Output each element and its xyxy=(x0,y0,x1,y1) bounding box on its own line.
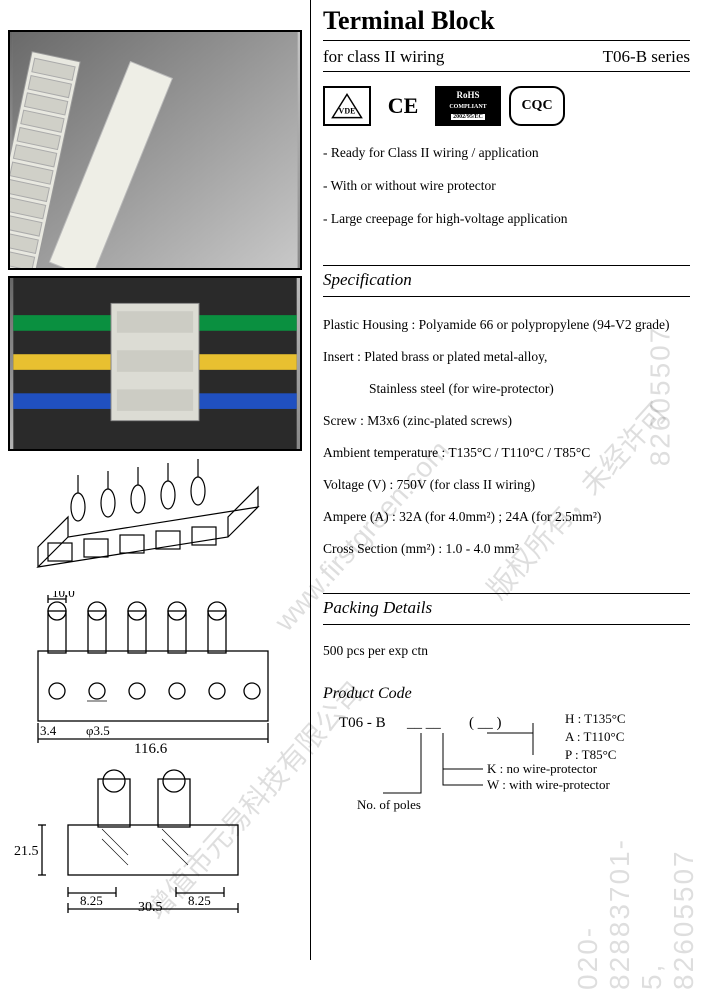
svg-text:VDE: VDE xyxy=(339,106,356,115)
svg-text:( __ ): ( __ ) xyxy=(469,715,502,731)
dim-825b: 8.25 xyxy=(188,893,211,908)
subtitle-left: for class II wiring xyxy=(323,47,444,67)
side-drawing: 21.5 8.25 8.25 30.5 xyxy=(8,765,302,915)
spec-housing: Plastic Housing : Polyamide 66 or polypr… xyxy=(323,317,690,333)
dim-305: 30.5 xyxy=(138,900,163,915)
pcode-h: H : T135°C xyxy=(565,711,626,726)
spec-heading: Specification xyxy=(323,265,690,297)
product-photo-1 xyxy=(8,30,302,270)
pcode-k: K : no wire-protector xyxy=(487,761,598,776)
dim-10: 10.0 xyxy=(52,591,75,600)
pcode-p: P : T85°C xyxy=(565,747,616,762)
subtitle-right: T06-B series xyxy=(603,47,690,67)
pcode-nopoles: No. of poles xyxy=(357,797,421,812)
bullet-3: - Large creepage for high-voltage applic… xyxy=(323,210,690,229)
dim-1166: 116.6 xyxy=(134,741,168,757)
bullet-1: - Ready for Class II wiring / applicatio… xyxy=(323,144,690,163)
packing-qty: 500 pcs per exp ctn xyxy=(323,643,690,659)
bullet-2: - With or without wire protector xyxy=(323,177,690,196)
cqc-logo: CQC xyxy=(509,86,565,126)
pcode-a: A : T110°C xyxy=(565,729,624,744)
spec-list: Plastic Housing : Polyamide 66 or polypr… xyxy=(323,317,690,557)
dim-825a: 8.25 xyxy=(80,893,103,908)
svg-text:__ __: __ __ xyxy=(406,715,441,731)
product-code: Product Code T06 - B __ __ ( __ ) xyxy=(323,685,690,823)
right-column: Terminal Block for class II wiring T06-B… xyxy=(310,0,710,960)
cert-logos: VDE CE RoHSCOMPLIANT2002/95/EC CQC xyxy=(323,86,690,126)
pcode-heading: Product Code xyxy=(323,685,690,703)
rohs-logo: RoHSCOMPLIANT2002/95/EC xyxy=(435,86,501,126)
dim-phi35: φ3.5 xyxy=(86,723,110,738)
product-photo-2 xyxy=(8,276,302,451)
spec-ampere: Ampere (A) : 32A (for 4.0mm²) ; 24A (for… xyxy=(323,509,690,525)
pcode-w: W : with wire-protector xyxy=(487,777,611,792)
vde-logo: VDE xyxy=(323,86,371,126)
spec-insert: Insert : Plated brass or plated metal-al… xyxy=(323,349,690,365)
dim-34: 3.4 xyxy=(40,723,57,738)
left-column: 10.0 3.4 φ3.5 116.6 xyxy=(0,0,310,960)
spec-temp: Ambient temperature : T135°C / T110°C / … xyxy=(323,445,690,461)
spec-voltage: Voltage (V) : 750V (for class II wiring) xyxy=(323,477,690,493)
spec-cross: Cross Section (mm²) : 1.0 - 4.0 mm² xyxy=(323,541,690,557)
dim-215: 21.5 xyxy=(14,844,39,859)
spec-screw: Screw : M3x6 (zinc-plated screws) xyxy=(323,413,690,429)
pcode-prefix: T06 - B xyxy=(339,715,386,731)
iso-drawing xyxy=(8,457,302,587)
feature-bullets: - Ready for Class II wiring / applicatio… xyxy=(323,144,690,229)
ce-logo: CE xyxy=(379,86,427,126)
packing-heading: Packing Details xyxy=(323,593,690,625)
front-drawing: 10.0 3.4 φ3.5 116.6 xyxy=(8,591,302,761)
spec-insert-2: Stainless steel (for wire-protector) xyxy=(323,381,690,397)
page-title: Terminal Block xyxy=(323,6,690,36)
